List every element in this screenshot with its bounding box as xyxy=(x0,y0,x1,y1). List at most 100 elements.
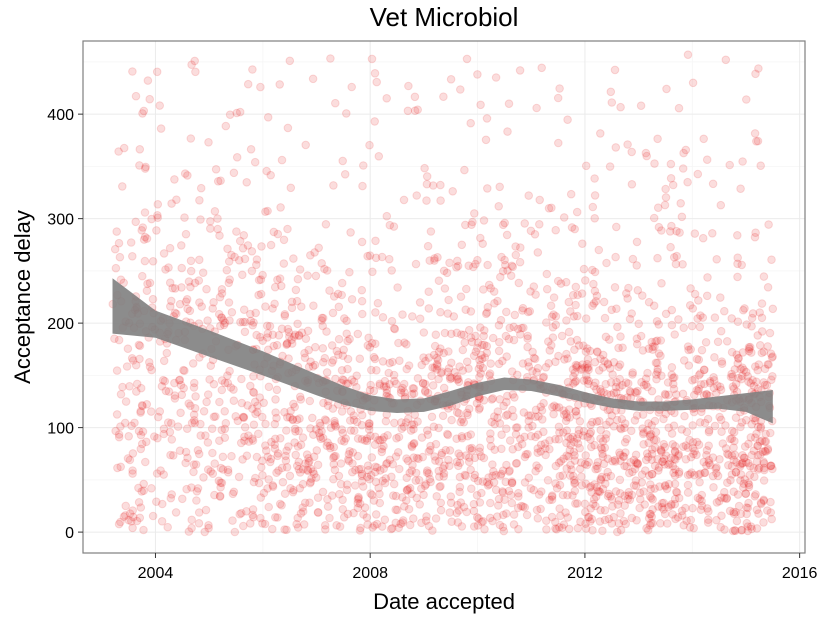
data-point xyxy=(580,459,590,469)
data-point xyxy=(498,266,508,276)
data-point xyxy=(754,64,763,73)
data-point xyxy=(293,523,303,532)
data-point xyxy=(570,486,580,496)
data-point xyxy=(518,359,528,368)
data-point xyxy=(465,444,475,453)
data-point xyxy=(186,256,196,266)
data-point xyxy=(289,399,298,409)
data-point xyxy=(365,385,375,395)
data-point xyxy=(265,321,275,331)
data-point xyxy=(566,307,575,316)
data-point xyxy=(568,290,578,300)
data-point xyxy=(545,444,554,454)
data-point xyxy=(562,316,571,325)
data-point xyxy=(563,513,573,522)
data-point xyxy=(476,323,485,332)
data-point xyxy=(376,466,385,475)
data-point xyxy=(436,506,446,515)
data-point xyxy=(554,422,564,432)
data-point xyxy=(759,347,769,357)
data-point xyxy=(470,473,479,483)
data-point xyxy=(388,459,398,469)
data-point xyxy=(393,448,403,457)
data-point xyxy=(663,519,672,528)
data-point xyxy=(131,91,141,101)
data-point xyxy=(531,412,540,422)
data-point xyxy=(272,468,281,478)
data-point xyxy=(223,465,233,475)
data-point xyxy=(696,469,705,479)
data-point xyxy=(660,481,670,490)
data-point xyxy=(577,472,586,482)
data-point xyxy=(382,385,392,394)
data-point xyxy=(582,359,592,369)
data-point xyxy=(440,328,450,338)
data-point xyxy=(323,401,333,411)
data-point xyxy=(329,442,339,452)
data-point xyxy=(251,308,260,318)
data-point xyxy=(647,493,656,503)
data-point xyxy=(280,310,290,319)
data-point xyxy=(421,387,430,397)
data-point xyxy=(635,488,645,498)
data-point xyxy=(457,240,467,250)
data-point xyxy=(166,450,175,460)
data-point xyxy=(196,183,206,193)
data-point xyxy=(298,479,308,489)
data-point xyxy=(365,251,375,260)
data-point xyxy=(552,525,561,534)
data-point xyxy=(533,248,543,257)
data-point xyxy=(547,312,557,322)
data-point xyxy=(497,469,506,479)
data-point xyxy=(170,378,179,388)
data-point xyxy=(588,417,597,427)
data-point xyxy=(489,478,499,487)
data-point xyxy=(156,124,166,133)
data-point xyxy=(666,174,676,183)
y-tick-label: 400 xyxy=(47,107,74,124)
data-point xyxy=(165,243,175,253)
data-point xyxy=(677,425,687,434)
data-point xyxy=(445,461,454,471)
data-point xyxy=(570,451,579,460)
data-point xyxy=(186,401,195,411)
data-point xyxy=(745,462,755,471)
data-point xyxy=(636,101,646,110)
data-point xyxy=(513,442,523,452)
data-point xyxy=(591,501,600,511)
data-point xyxy=(590,214,600,223)
data-point xyxy=(572,434,582,443)
data-point xyxy=(571,360,581,370)
data-point xyxy=(649,213,659,223)
data-point xyxy=(215,231,224,240)
data-point xyxy=(147,484,156,493)
data-point xyxy=(525,307,535,316)
data-point xyxy=(349,377,359,387)
data-point xyxy=(229,168,239,178)
data-point xyxy=(739,453,749,463)
data-point xyxy=(471,331,480,341)
data-point xyxy=(666,159,676,169)
data-point xyxy=(762,380,772,390)
data-point xyxy=(474,364,484,374)
data-point xyxy=(551,524,560,533)
data-point xyxy=(737,459,747,468)
data-point xyxy=(284,442,293,451)
data-point xyxy=(183,304,192,314)
data-point xyxy=(590,174,599,183)
data-point xyxy=(137,226,146,235)
data-point xyxy=(349,415,359,425)
data-point xyxy=(318,313,328,323)
data-point xyxy=(622,434,632,444)
data-point xyxy=(382,94,392,103)
data-point xyxy=(507,498,517,508)
data-point xyxy=(608,456,617,466)
data-point xyxy=(201,431,210,440)
data-point xyxy=(408,384,418,393)
data-point xyxy=(191,67,200,77)
data-point xyxy=(208,304,217,313)
data-point xyxy=(504,99,514,108)
data-point xyxy=(751,228,760,237)
data-point xyxy=(687,468,696,477)
data-point xyxy=(217,289,227,298)
